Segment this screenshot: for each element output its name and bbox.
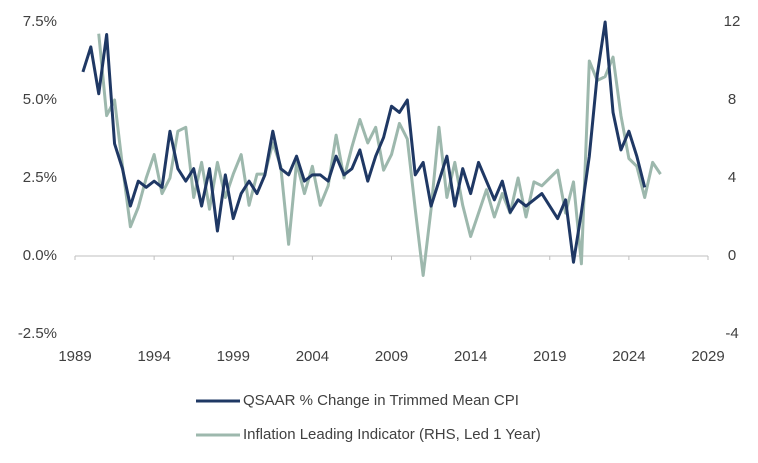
y-tick-label: 5.0% — [23, 91, 57, 108]
y2-tick-label: -4 — [725, 325, 738, 342]
y2-tick-label: 8 — [728, 91, 736, 108]
series-line — [81, 20, 647, 264]
y-tick-label: -2.5% — [18, 325, 57, 342]
y2-tick-label: 12 — [724, 13, 741, 30]
x-tick-label: 2029 — [691, 348, 724, 365]
y-tick-label: 0.0% — [23, 247, 57, 264]
x-tick-label: 2024 — [612, 348, 645, 365]
x-tick-label: 1999 — [217, 348, 250, 365]
x-tick-label: 1989 — [58, 348, 91, 365]
x-tick-label: 2014 — [454, 348, 487, 365]
y-tick-label: 2.5% — [23, 169, 57, 186]
x-tick-label: 2019 — [533, 348, 566, 365]
x-tick-label: 1994 — [137, 348, 170, 365]
x-tick-label: 2009 — [375, 348, 408, 365]
legend-label: Inflation Leading Indicator (RHS, Led 1 … — [243, 426, 541, 443]
y2-tick-label: 0 — [728, 247, 736, 264]
y2-tick-label: 4 — [728, 169, 736, 186]
x-tick-label: 2004 — [296, 348, 329, 365]
legend-label: QSAAR % Change in Trimmed Mean CPI — [243, 392, 519, 409]
y-tick-label: 7.5% — [23, 13, 57, 30]
